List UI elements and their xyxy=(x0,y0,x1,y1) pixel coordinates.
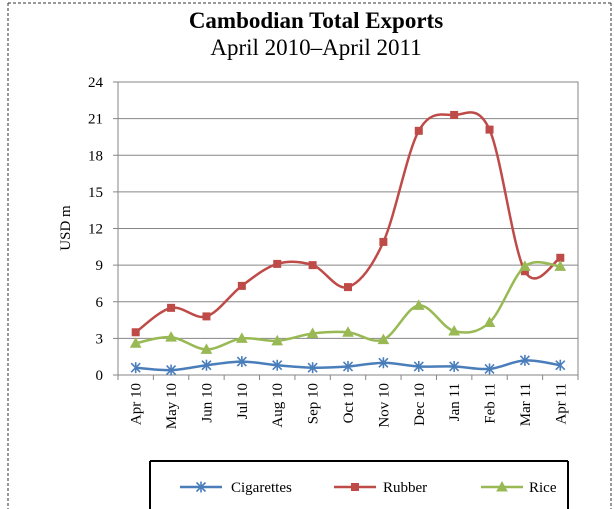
y-tick-label: 18 xyxy=(88,148,103,164)
chart-title: Cambodian Total Exports xyxy=(189,8,443,33)
chart-subtitle: April 2010–April 2011 xyxy=(210,35,421,60)
x-tick-label: Nov 10 xyxy=(376,383,392,428)
rice-point xyxy=(483,316,496,328)
cigarettes-point xyxy=(413,360,424,372)
cigarettes-point xyxy=(342,360,354,372)
legend-label-rubber: Rubber xyxy=(383,480,427,496)
y-tick-label: 6 xyxy=(96,295,104,311)
series xyxy=(129,110,567,376)
cigarettes-point xyxy=(378,357,389,369)
rubber-series xyxy=(131,110,565,337)
rice-point xyxy=(519,260,531,271)
x-tick-label: Jun 10 xyxy=(199,383,215,423)
legend-swatch-cigarettes xyxy=(180,481,222,493)
x-tick-label: Jan 11 xyxy=(447,383,463,421)
gridlines xyxy=(117,81,579,376)
cigarettes-point xyxy=(166,364,177,376)
cigarettes-point xyxy=(307,362,318,374)
rice-point xyxy=(235,332,248,343)
x-tick-label: Apr 10 xyxy=(129,383,145,425)
rice-point xyxy=(448,325,461,336)
rice-point xyxy=(554,260,567,271)
rubber-point xyxy=(131,328,140,337)
rice-point xyxy=(342,326,354,337)
cigarettes-point xyxy=(449,360,460,372)
legend-box xyxy=(149,460,569,509)
rice-point xyxy=(129,337,142,348)
legend: Cigarettes Rubber Rice xyxy=(149,460,569,509)
rubber-point xyxy=(344,283,352,292)
legend-swatch-rice xyxy=(481,480,523,492)
x-tick-label: Dec 10 xyxy=(412,383,428,426)
legend-label-cigarettes: Cigarettes xyxy=(231,480,292,496)
legend-swatch-rubber xyxy=(334,483,376,491)
legend-label-rice: Rice xyxy=(529,480,557,496)
y-tick-label: 12 xyxy=(88,222,103,238)
x-tick-label: Jul 10 xyxy=(235,383,251,419)
y-tick-label: 0 xyxy=(96,368,104,384)
cigarettes-point xyxy=(201,359,212,371)
y-axis-title: USD m xyxy=(58,205,74,251)
rubber-point xyxy=(379,237,388,246)
legend-swatch-marker xyxy=(195,481,207,493)
axes: 0 3 6 9 12 15 18 21 24 Apr 10 May 10 Jun 10 Jul 10 Au… xyxy=(88,75,579,429)
rice-point xyxy=(200,343,213,354)
y-tick-label: 15 xyxy=(88,185,103,201)
x-tick-label: Oct 10 xyxy=(341,383,357,423)
rice-point xyxy=(412,299,425,310)
cigarettes-point xyxy=(272,359,283,371)
legend-swatches xyxy=(180,480,523,493)
rubber-point xyxy=(202,312,211,321)
rubber-point xyxy=(273,259,282,268)
x-tick-label: Apr 11 xyxy=(553,383,569,425)
rice-point xyxy=(165,331,177,342)
x-tick-label: May 10 xyxy=(164,383,180,429)
x-tick-label: Feb 11 xyxy=(483,383,499,424)
rubber-line xyxy=(134,111,562,334)
rubber-point xyxy=(414,126,423,135)
y-tick-label: 21 xyxy=(88,112,103,128)
x-tick-label: Mar 11 xyxy=(518,383,534,426)
x-tick-label: Aug 10 xyxy=(270,383,286,428)
cigarettes-point xyxy=(555,359,566,371)
rice-point xyxy=(377,333,390,345)
cigarettes-point xyxy=(519,354,530,366)
rice-point xyxy=(306,327,319,338)
y-tick-label: 24 xyxy=(88,75,104,91)
y-tick-label: 9 xyxy=(96,258,104,274)
figure-frame xyxy=(7,2,612,509)
rubber-point xyxy=(308,261,317,270)
cigarettes-point xyxy=(236,356,247,368)
cigarettes-series xyxy=(130,354,566,376)
y-tick-label: 3 xyxy=(96,331,104,347)
rubber-point xyxy=(450,110,459,119)
legend-swatch-marker xyxy=(351,483,359,491)
legend-swatch-marker xyxy=(496,480,508,492)
rice-series xyxy=(129,260,567,354)
x-tick-label: Sep 10 xyxy=(306,383,322,424)
rubber-point xyxy=(485,125,494,134)
cigarettes-point xyxy=(484,363,495,375)
cigarettes-point xyxy=(130,362,141,374)
rubber-point xyxy=(167,303,176,312)
rubber-point xyxy=(556,253,565,262)
rubber-point xyxy=(237,281,246,290)
rice-point xyxy=(271,334,284,346)
